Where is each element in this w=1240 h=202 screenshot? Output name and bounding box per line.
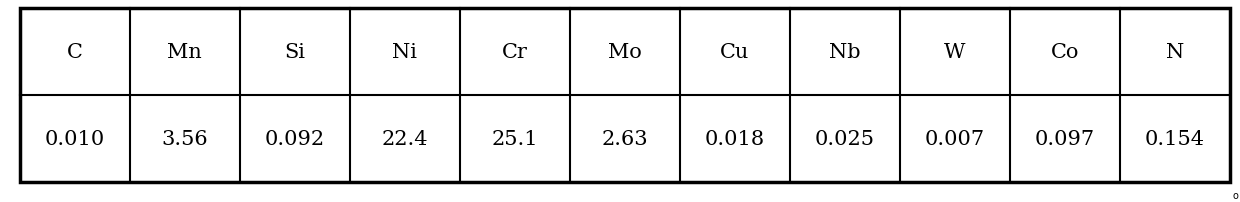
Text: 0.092: 0.092 [265,129,325,148]
Text: 25.1: 25.1 [491,129,538,148]
Text: 0.018: 0.018 [704,129,765,148]
Text: Cu: Cu [720,43,750,62]
Text: 0.007: 0.007 [925,129,985,148]
Text: 0.154: 0.154 [1145,129,1205,148]
Text: N: N [1166,43,1184,62]
Text: o: o [1233,190,1239,200]
Text: 2.63: 2.63 [601,129,649,148]
Text: Si: Si [284,43,305,62]
Text: Co: Co [1050,43,1079,62]
Text: Ni: Ni [392,43,418,62]
Text: 0.025: 0.025 [815,129,875,148]
Text: 0.010: 0.010 [45,129,105,148]
Text: C: C [67,43,83,62]
Text: Nb: Nb [830,43,861,62]
Text: 0.097: 0.097 [1035,129,1095,148]
Text: Cr: Cr [502,43,528,62]
Text: Mn: Mn [167,43,202,62]
Text: 3.56: 3.56 [161,129,208,148]
Text: W: W [945,43,966,62]
Bar [20,9,1230,182]
Text: Mo: Mo [608,43,642,62]
Text: 22.4: 22.4 [382,129,428,148]
